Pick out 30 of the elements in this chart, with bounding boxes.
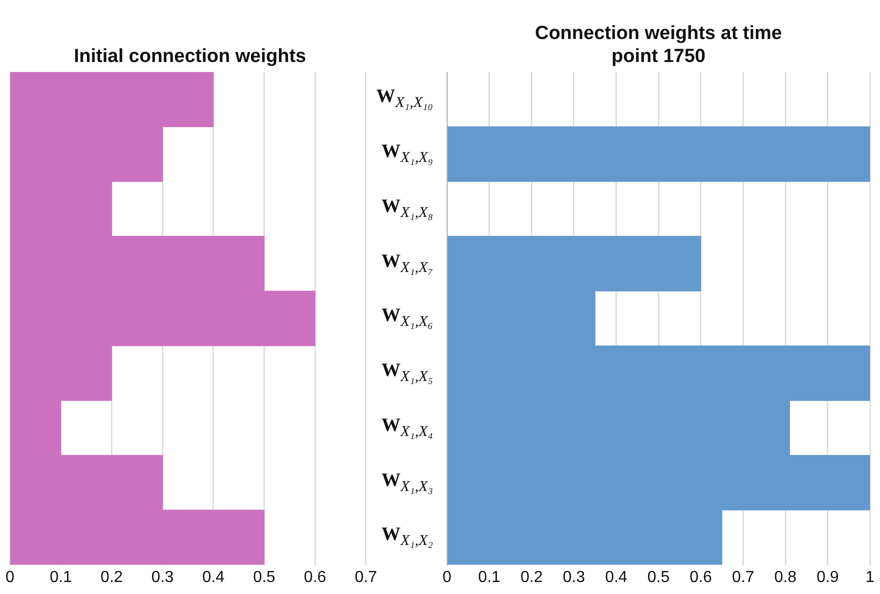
x-tick-label: 0.1 [50,568,72,586]
x-tick-label: 0 [6,568,15,586]
x-tick-label: 0.2 [100,568,123,586]
x-tick-label: 0.6 [304,568,326,586]
x-tick-label: 0.9 [816,568,839,586]
y-tick-label: W$_{X₁,X₁₀}$ [376,86,433,112]
y-tick-label: W$_{X₁,X₆}$ [381,305,433,332]
x-tick-label: 0.8 [774,568,797,586]
chart-title: Connection weights at time point 1750 [534,22,784,68]
y-tick-label: W$_{X₁,X₇}$ [381,250,433,277]
y-tick-label: W$_{X₁,X₅}$ [381,360,433,386]
x-tick-label: 0.5 [647,568,670,586]
y-tick-label: W$_{X₁,X₉}$ [381,141,433,168]
x-tick-label: 0.3 [151,568,174,586]
x-tick-label: 0.4 [202,568,225,586]
x-tick-label: 0.4 [605,568,628,586]
y-tick-label: W$_{X₁,X₃}$ [381,470,433,496]
x-tick-label: 0.3 [562,568,586,586]
chart-title: Initial connection weights [74,45,306,68]
y-tick-label: W$_{X₁,X₂}$ [381,524,433,550]
x-tick-label: 0.6 [690,568,712,586]
x-tick-label: 1 [866,568,875,586]
x-tick-label: 0.5 [253,568,276,586]
x-tick-label: 0 [442,568,452,586]
x-tick-label: 0.7 [354,568,378,586]
x-tick-label: 0.7 [732,568,754,586]
y-tick-label: W$_{X₁,X₄}$ [381,415,433,441]
x-tick-label: 0.1 [478,568,501,586]
x-tick-label: 0.2 [520,568,543,586]
y-tick-label: W$_{X₁,X₈}$ [381,196,433,222]
